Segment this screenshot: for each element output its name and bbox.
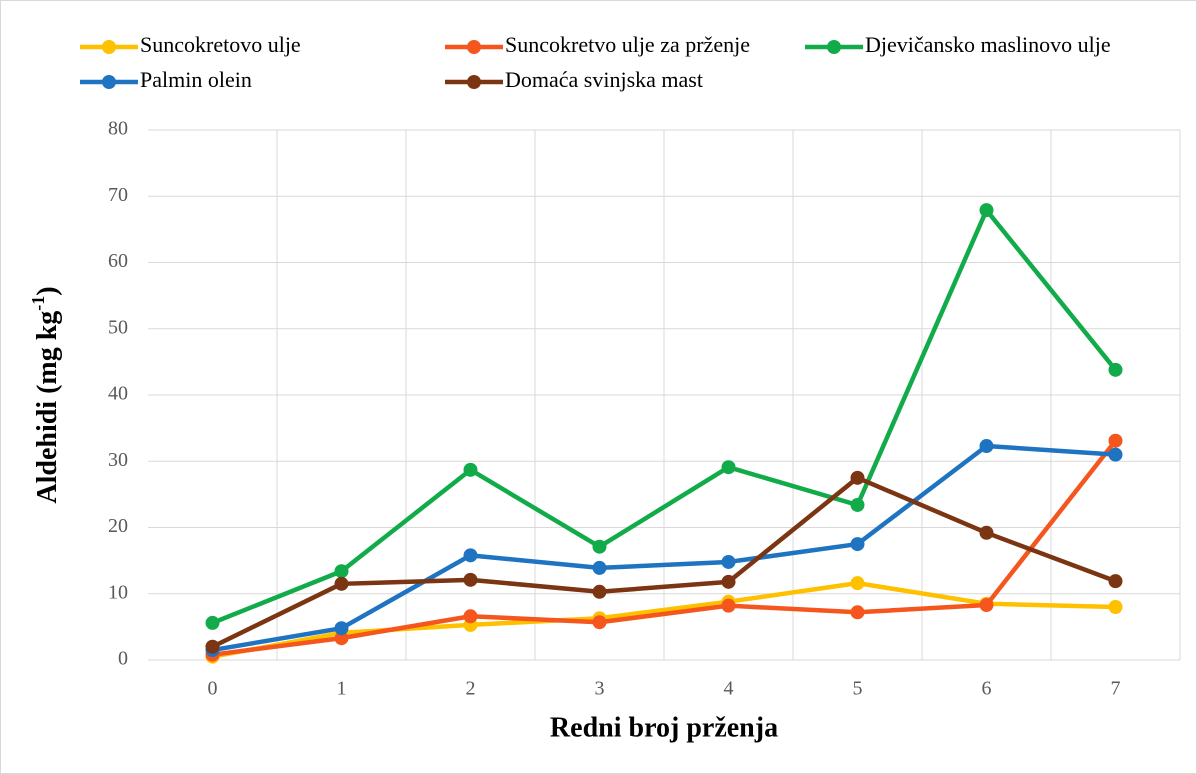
data-point bbox=[721, 598, 736, 613]
series-line bbox=[212, 443, 1116, 653]
series-line bbox=[212, 439, 1118, 657]
legend-label: Djevičansko maslinovo ulje bbox=[865, 32, 1111, 57]
legend-label: Palmin olein bbox=[140, 67, 252, 92]
data-point bbox=[205, 615, 220, 630]
x-tick-label: 2 bbox=[466, 678, 476, 700]
data-point bbox=[721, 574, 736, 589]
data-point bbox=[334, 631, 349, 646]
data-point bbox=[979, 525, 994, 540]
data-point bbox=[1108, 574, 1123, 589]
x-tick-label: 5 bbox=[853, 678, 863, 700]
data-point bbox=[1108, 447, 1123, 462]
data-point bbox=[850, 470, 865, 485]
data-point bbox=[334, 564, 349, 579]
x-tick-label: 7 bbox=[1111, 678, 1121, 700]
data-point bbox=[1108, 600, 1123, 614]
series-line bbox=[211, 475, 1117, 649]
legend-marker bbox=[467, 40, 481, 54]
data-point bbox=[205, 639, 220, 654]
data-point bbox=[850, 497, 865, 512]
data-point bbox=[1108, 362, 1123, 377]
legend-marker bbox=[827, 40, 841, 54]
y-tick-label: 0 bbox=[118, 648, 128, 670]
legend-label: Domaća svinjska mast bbox=[505, 67, 703, 92]
data-point bbox=[334, 621, 349, 636]
data-point bbox=[979, 439, 994, 454]
y-tick-label: 50 bbox=[108, 316, 128, 338]
data-point bbox=[850, 605, 865, 620]
data-point bbox=[592, 584, 607, 599]
data-point bbox=[463, 572, 478, 587]
x-tick-label: 6 bbox=[982, 678, 992, 700]
data-point bbox=[334, 576, 349, 591]
data-point bbox=[721, 460, 736, 475]
data-point bbox=[850, 537, 865, 552]
x-tick-label: 0 bbox=[208, 678, 218, 700]
legend-label: Suncokretvo ulje za prženje bbox=[505, 32, 750, 57]
y-label-suffix: ) bbox=[32, 286, 63, 295]
y-tick-label: 30 bbox=[108, 449, 128, 471]
data-point bbox=[463, 609, 478, 624]
x-tick-label: 1 bbox=[337, 678, 347, 700]
legend-marker bbox=[102, 75, 116, 89]
data-point bbox=[850, 576, 865, 591]
y-tick-label: 20 bbox=[108, 515, 128, 537]
y-tick-label: 70 bbox=[108, 184, 128, 206]
data-point bbox=[979, 598, 994, 613]
y-tick-label: 10 bbox=[108, 581, 128, 603]
data-point bbox=[1108, 433, 1123, 448]
y-tick-label: 80 bbox=[108, 118, 128, 140]
data-point bbox=[721, 554, 736, 569]
x-axis-label: Redni broj prženja bbox=[550, 712, 778, 743]
data-point bbox=[592, 615, 607, 630]
data-point bbox=[463, 548, 478, 563]
series-line bbox=[211, 207, 1118, 625]
series-line bbox=[212, 580, 1116, 659]
data-point bbox=[979, 203, 994, 218]
y-label-text: Aldehidi (mg kg bbox=[32, 311, 63, 504]
y-tick-label: 60 bbox=[108, 250, 128, 272]
data-point bbox=[592, 560, 607, 575]
y-label-superscript: -1 bbox=[28, 296, 48, 311]
legend-marker bbox=[102, 40, 116, 54]
data-point bbox=[592, 539, 607, 554]
y-tick-label: 40 bbox=[108, 383, 128, 405]
x-tick-label: 4 bbox=[724, 678, 734, 700]
y-axis-label: Aldehidi (mg kg-1) bbox=[28, 286, 63, 503]
x-tick-label: 3 bbox=[595, 678, 605, 700]
legend-label: Suncokretovo ulje bbox=[140, 32, 301, 57]
data-point bbox=[463, 462, 478, 477]
legend-marker bbox=[467, 75, 481, 89]
